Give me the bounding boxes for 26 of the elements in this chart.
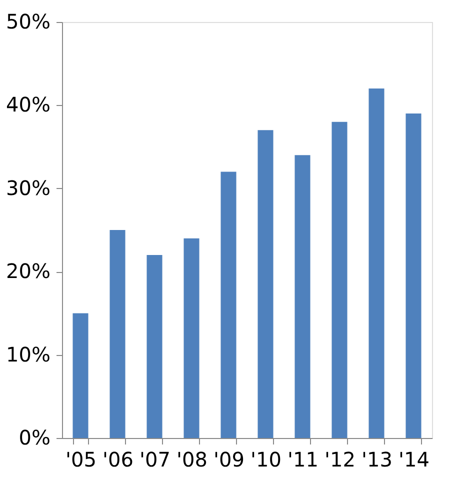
bar [294, 155, 310, 438]
x-tick-label: '06 [102, 448, 134, 472]
bar [406, 114, 422, 438]
x-tick-label: '09 [214, 448, 244, 472]
y-tick-label: 50% [6, 10, 50, 34]
y-tick-label: 10% [6, 342, 50, 366]
bar [220, 172, 236, 438]
x-tick-label: '07 [140, 448, 170, 472]
x-tick-label: '10 [250, 448, 282, 472]
x-tick-label: '05 [66, 448, 96, 472]
x-tick-label: '13 [362, 448, 392, 472]
bar [72, 313, 88, 438]
x-tick-label: '11 [288, 448, 318, 472]
x-tick-label: '14 [398, 448, 430, 472]
bar [368, 88, 384, 438]
y-tick-label: 40% [6, 92, 50, 117]
y-tick-label: 0% [18, 426, 50, 450]
bar [184, 238, 200, 438]
x-tick-label: '08 [176, 448, 208, 472]
y-tick-label: 30% [6, 176, 50, 200]
bar [332, 122, 348, 438]
y-tick-label: 20% [6, 259, 50, 284]
bar [258, 130, 274, 438]
x-tick-label: '12 [324, 448, 356, 472]
bar [110, 230, 126, 438]
bar [146, 254, 162, 438]
